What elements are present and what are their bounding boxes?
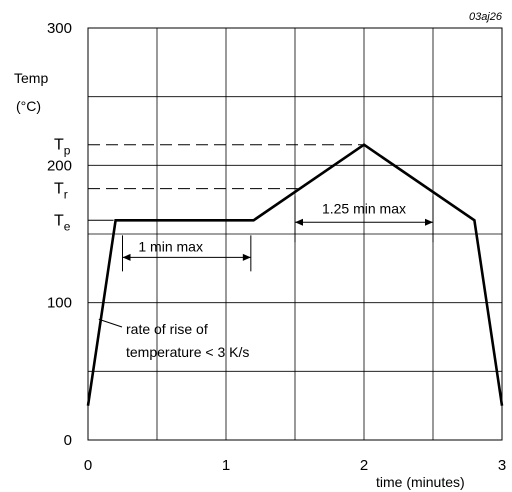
x-axis-label: time (minutes) [376, 474, 465, 490]
x-tick-label: 1 [222, 457, 230, 474]
level-label-r: Tr [54, 181, 68, 202]
leader-line [99, 319, 122, 327]
y-tick-label: 300 [47, 20, 72, 37]
arrow-head-left [295, 219, 303, 226]
y-axis-unit: (°C) [16, 98, 41, 114]
annotation-rate-of-rise: temperature < 3 K/s [126, 344, 249, 360]
figure-id: 03aj26 [469, 11, 503, 23]
annotation-1min-max: 1 min max [138, 238, 203, 254]
x-tick-label: 2 [360, 457, 368, 474]
x-tick-label: 0 [84, 457, 92, 474]
arrow-head-left [123, 254, 131, 261]
arrow-head-right [425, 219, 433, 226]
x-tick-label: 3 [498, 457, 506, 474]
level-lines [88, 145, 362, 221]
annotation-rate-of-rise: rate of rise of [126, 321, 208, 337]
y-tick-label: 100 [47, 295, 72, 312]
level-label-e: Te [54, 212, 71, 233]
annotation-1-25min-max: 1.25 min max [322, 200, 406, 216]
level-label-p: Tp [54, 137, 71, 158]
y-tick-label: 0 [64, 432, 72, 449]
y-tick-label: 200 [47, 157, 72, 174]
y-axis-label: Temp [14, 70, 48, 86]
arrow-head-right [243, 254, 251, 261]
